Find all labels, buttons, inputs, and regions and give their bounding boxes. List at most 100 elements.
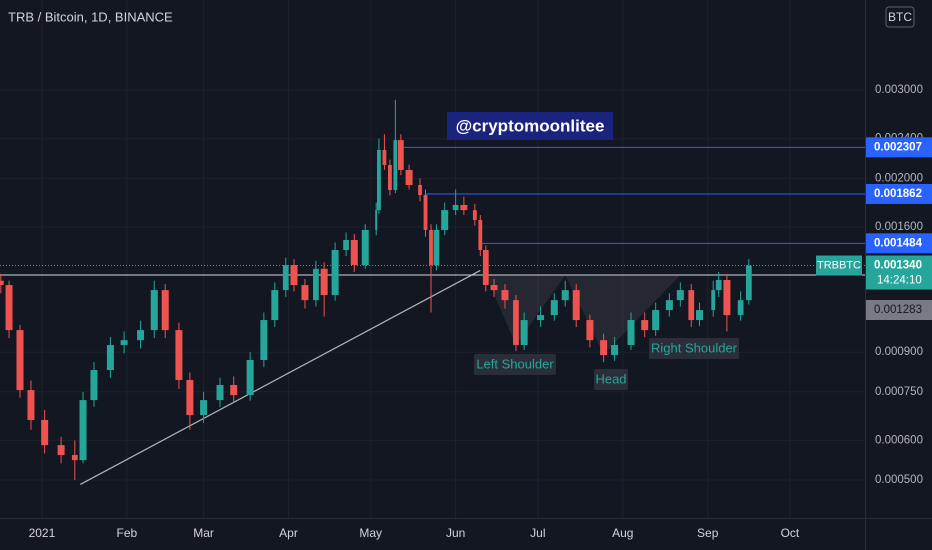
candle-body	[5, 285, 13, 331]
candle-body	[106, 345, 114, 371]
candle-body	[711, 290, 716, 311]
chart-title: TRB / Bitcoin, 1D, BINANCE	[8, 9, 173, 24]
candle-body	[537, 315, 545, 321]
y-tick-label: 0.001600	[875, 221, 923, 233]
candle-body	[282, 265, 289, 291]
pattern-area	[485, 274, 727, 355]
candle-body	[375, 210, 378, 230]
x-tick-label: Mar	[193, 526, 214, 540]
candle-body	[271, 290, 279, 321]
candle-body	[586, 320, 594, 341]
candle-body	[737, 300, 744, 316]
candle-body	[696, 310, 704, 321]
last-price-box	[866, 255, 932, 290]
candle-body	[260, 320, 268, 361]
level-label: 0.001862	[874, 188, 922, 200]
grid	[0, 0, 865, 518]
candle-body	[460, 204, 468, 211]
candle-body	[397, 140, 404, 170]
currency-label: BTC	[888, 10, 912, 24]
candle-body	[175, 330, 183, 380]
candle-body	[405, 169, 413, 186]
candle-body	[513, 300, 519, 346]
candle-body	[230, 384, 238, 396]
candle-body	[433, 229, 440, 266]
x-tick-label: Jul	[530, 526, 545, 540]
symbol-label: TRBBTC	[817, 259, 861, 271]
last-price-label: 0.001340	[874, 260, 922, 272]
level-label-box	[866, 137, 932, 158]
labels: 0.000500 0.000600 0.000750 0.000900 0.001600…	[29, 84, 932, 540]
candle-body	[350, 239, 358, 266]
candle-body	[600, 340, 608, 356]
candle-body	[216, 384, 224, 401]
currency-badge[interactable]	[885, 6, 915, 28]
candle-body	[387, 164, 392, 191]
annotation-box	[594, 369, 628, 390]
overlay	[0, 146, 932, 485]
candle-body	[186, 379, 194, 416]
watermark-box	[447, 112, 613, 140]
candle-body	[490, 285, 498, 291]
candle-body	[715, 279, 722, 291]
candle-body	[41, 419, 49, 446]
candle-body	[550, 300, 558, 316]
candle-body	[561, 290, 569, 301]
annotation: Head	[595, 371, 626, 386]
candle-body	[377, 149, 381, 211]
candle-body	[745, 265, 752, 301]
candle-body	[361, 229, 369, 266]
candle-body	[290, 265, 298, 286]
candle-body	[246, 360, 254, 396]
annotation-box	[474, 354, 556, 375]
annotation: Left Shoulder	[476, 356, 554, 371]
candle-body	[137, 330, 145, 341]
symbol-box	[816, 255, 862, 276]
candle-body	[478, 219, 483, 251]
candle-body	[71, 455, 78, 461]
y-tick-label: 0.000900	[875, 346, 923, 358]
candle-body	[90, 370, 98, 401]
candle-body	[572, 290, 580, 321]
x-tick-label: Apr	[279, 526, 298, 540]
annotation: Right Shoulder	[651, 340, 738, 355]
candle-body	[520, 320, 528, 346]
candle-body	[57, 445, 65, 456]
level-label: 0.001484	[874, 237, 923, 249]
candle-body	[452, 204, 459, 211]
x-tick-label: Feb	[117, 526, 138, 540]
neckline-label-box	[866, 299, 932, 320]
candle-body	[688, 290, 695, 321]
candle-body	[27, 390, 35, 420]
candle-body	[652, 310, 660, 331]
candles	[0, 99, 752, 481]
candle-body	[120, 340, 128, 346]
candle-body	[301, 285, 309, 301]
candle-body	[382, 149, 387, 165]
countdown-label: 14:24:10	[877, 275, 922, 287]
candle-body	[429, 229, 433, 266]
candle-body	[472, 210, 477, 220]
level-label-box	[866, 183, 932, 204]
level-label-box	[866, 233, 932, 254]
neckline-label: 0.001283	[874, 304, 922, 316]
x-tick-label: 2021	[29, 526, 56, 540]
x-tick-label: Sep	[697, 526, 719, 540]
trendline	[79, 269, 481, 485]
candle-body	[331, 250, 339, 296]
candle-body	[313, 268, 319, 301]
candle-body	[320, 268, 328, 296]
y-tick-label: 0.003000	[875, 84, 923, 96]
candle-body	[423, 195, 428, 230]
candle-body	[16, 330, 24, 391]
candle-body	[641, 320, 649, 331]
annotation-box	[649, 338, 739, 359]
candle-body	[723, 279, 731, 316]
candle-body	[441, 210, 449, 230]
candle-body	[393, 140, 398, 191]
candle-body	[501, 290, 509, 301]
y-tick-label: 0.002000	[875, 172, 923, 184]
y-tick-label: 0.000600	[875, 434, 923, 446]
